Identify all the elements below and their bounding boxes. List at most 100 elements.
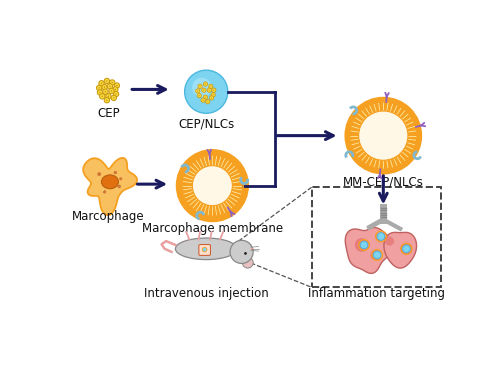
Circle shape: [114, 171, 117, 174]
Ellipse shape: [102, 175, 118, 189]
Circle shape: [192, 78, 212, 97]
Text: Inflammation targeting: Inflammation targeting: [308, 287, 445, 300]
Circle shape: [192, 166, 232, 206]
Circle shape: [374, 134, 376, 135]
Circle shape: [197, 90, 198, 91]
Circle shape: [110, 80, 115, 85]
Circle shape: [205, 84, 206, 85]
Circle shape: [111, 90, 112, 92]
Text: Marcophage membrane: Marcophage membrane: [142, 222, 283, 235]
Circle shape: [111, 95, 116, 101]
Circle shape: [197, 93, 202, 98]
Circle shape: [119, 177, 122, 180]
Circle shape: [101, 82, 102, 84]
Circle shape: [402, 245, 410, 253]
Circle shape: [390, 134, 392, 135]
Circle shape: [104, 97, 110, 103]
Circle shape: [112, 87, 118, 92]
Circle shape: [198, 95, 200, 96]
Circle shape: [205, 97, 206, 98]
Circle shape: [99, 81, 104, 86]
Circle shape: [210, 86, 212, 87]
Circle shape: [210, 96, 214, 100]
Circle shape: [106, 80, 108, 82]
Circle shape: [372, 133, 377, 137]
Circle shape: [102, 95, 103, 97]
Circle shape: [108, 84, 112, 89]
Circle shape: [106, 94, 111, 99]
Circle shape: [370, 250, 381, 260]
Circle shape: [208, 90, 210, 91]
Polygon shape: [83, 158, 137, 215]
Text: Intravenous injection: Intravenous injection: [144, 287, 268, 300]
Circle shape: [380, 144, 381, 145]
Circle shape: [99, 92, 100, 93]
Circle shape: [204, 82, 208, 86]
Circle shape: [184, 70, 228, 113]
Circle shape: [390, 138, 391, 139]
Circle shape: [376, 139, 377, 140]
Circle shape: [376, 130, 378, 131]
Circle shape: [244, 252, 247, 255]
Circle shape: [386, 140, 391, 144]
Circle shape: [97, 172, 101, 176]
Circle shape: [202, 88, 206, 93]
Circle shape: [104, 78, 110, 84]
Circle shape: [97, 90, 102, 95]
Circle shape: [112, 82, 113, 83]
Text: Marcophage: Marcophage: [72, 210, 144, 223]
Circle shape: [382, 144, 387, 148]
Circle shape: [384, 145, 386, 146]
Circle shape: [379, 132, 383, 136]
Circle shape: [376, 233, 384, 241]
Circle shape: [358, 111, 408, 160]
Circle shape: [388, 141, 389, 142]
Circle shape: [380, 134, 382, 135]
Circle shape: [212, 94, 214, 95]
Circle shape: [378, 142, 382, 146]
Circle shape: [375, 128, 380, 132]
Circle shape: [201, 98, 205, 102]
Circle shape: [252, 248, 254, 250]
Circle shape: [370, 122, 388, 141]
Circle shape: [207, 88, 212, 93]
Circle shape: [114, 91, 119, 97]
Circle shape: [113, 97, 114, 98]
Circle shape: [386, 134, 387, 135]
Circle shape: [102, 84, 108, 90]
Circle shape: [360, 241, 368, 249]
Circle shape: [116, 93, 117, 95]
Circle shape: [212, 88, 216, 93]
Circle shape: [374, 137, 378, 142]
Circle shape: [103, 190, 106, 194]
Circle shape: [96, 85, 102, 91]
Circle shape: [211, 93, 216, 97]
Circle shape: [202, 247, 207, 252]
Circle shape: [230, 240, 253, 263]
Circle shape: [388, 137, 392, 141]
Circle shape: [380, 126, 384, 130]
Circle shape: [114, 83, 119, 88]
Circle shape: [242, 257, 253, 268]
Circle shape: [384, 132, 388, 136]
Circle shape: [400, 243, 412, 255]
Polygon shape: [384, 232, 416, 268]
Circle shape: [104, 91, 106, 93]
Circle shape: [389, 132, 393, 136]
Circle shape: [362, 114, 405, 157]
FancyBboxPatch shape: [199, 245, 210, 256]
Text: CEP/NLCs: CEP/NLCs: [178, 118, 234, 131]
Circle shape: [374, 251, 381, 259]
Circle shape: [106, 100, 108, 101]
Circle shape: [96, 178, 98, 180]
Circle shape: [114, 89, 116, 90]
Circle shape: [100, 94, 105, 99]
Text: MM-CEP/NLCs: MM-CEP/NLCs: [343, 176, 423, 189]
Circle shape: [202, 100, 203, 101]
Circle shape: [98, 87, 100, 88]
Circle shape: [118, 185, 121, 188]
Circle shape: [355, 238, 368, 252]
Circle shape: [386, 128, 390, 132]
Circle shape: [211, 97, 212, 98]
Circle shape: [196, 89, 200, 93]
